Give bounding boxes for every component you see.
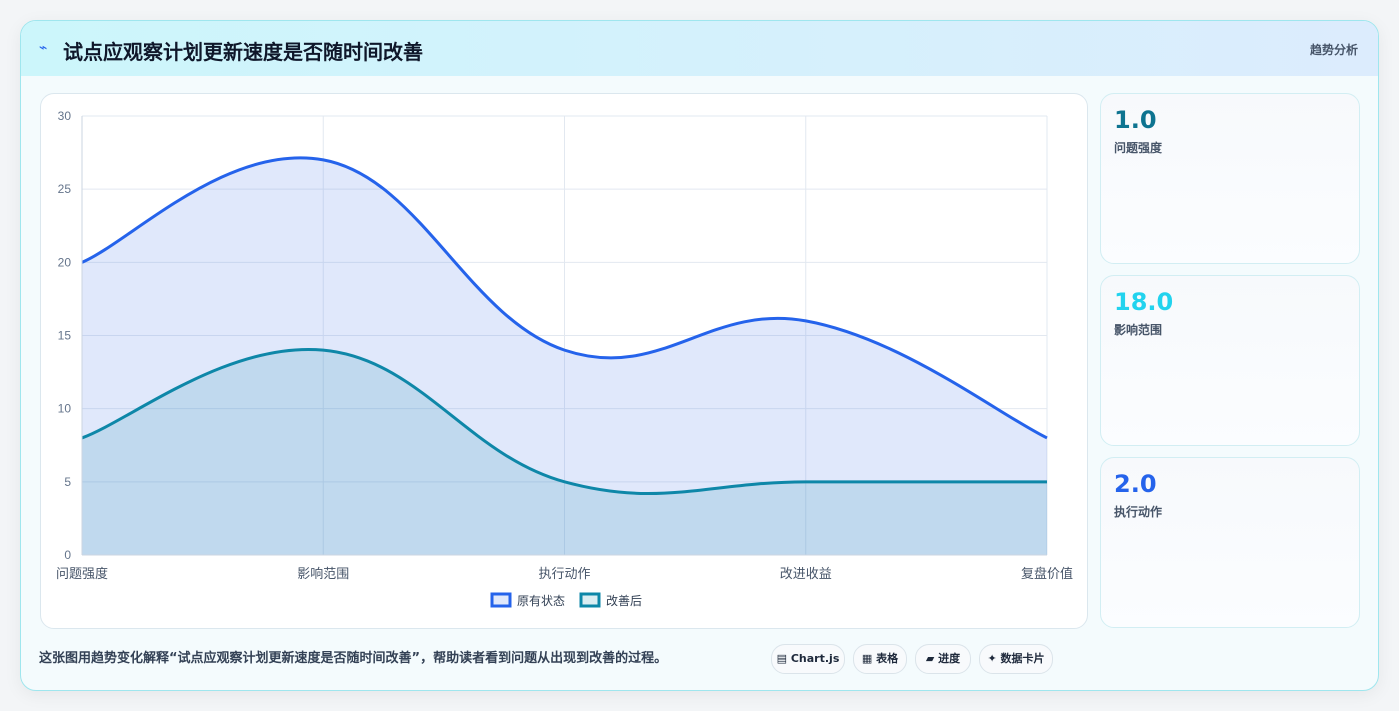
stat-card-impact: 18.0 影响范围: [1100, 275, 1360, 446]
page-title: 试点应观察计划更新速度是否随时间改善: [63, 40, 423, 64]
stat-value: 1.0: [1114, 106, 1157, 134]
legend-swatch-2: [579, 592, 601, 608]
y-tick-label: 15: [58, 329, 72, 343]
chip-label: Chart.js: [790, 652, 840, 665]
series-line-1: [81, 156, 1048, 440]
y-tick-label: 20: [58, 255, 72, 269]
legend-label: 改善后: [606, 593, 642, 608]
progress-icon: ▰: [925, 652, 935, 665]
series-line-2: [81, 347, 1047, 496]
chart-caption: 这张图用趋势变化解释“试点应观察计划更新速度是否随时间改善”，帮助读者看到问题从…: [39, 651, 668, 666]
series-area-1: [82, 157, 1047, 555]
stat-label: 影响范围: [1114, 323, 1163, 337]
x-tick-label: 问题强度: [56, 566, 108, 582]
x-tick-label: 影响范围: [297, 566, 349, 582]
stat-value: 18.0: [1114, 288, 1174, 316]
legend-label: 原有状态: [517, 594, 565, 608]
legend-swatch-1: [490, 592, 512, 608]
chip-table[interactable]: ▦ 表格: [853, 644, 907, 674]
chart-panel: 0 5 10 15 20 25 30 问题强度 影响范围 执行动作 改进收益 复盘价值原有状态 改善后: [40, 93, 1088, 629]
chip-label: 数据卡片: [1000, 652, 1045, 665]
trend-icon: ⌁: [39, 40, 48, 56]
stat-card-problem: 1.0 问题强度: [1100, 93, 1360, 264]
stat-card-action: 2.0 执行动作: [1100, 457, 1360, 628]
y-tick-label: 5: [64, 475, 71, 489]
series-area-2: [82, 349, 1047, 555]
stat-label: 问题强度: [1114, 141, 1163, 155]
card-header: ⌁ 试点应观察计划更新速度是否随时间改善 趋势分析: [21, 21, 1378, 76]
table-icon: ▦: [861, 652, 873, 665]
x-tick-label: 复盘价值: [1021, 566, 1073, 582]
y-tick-label: 30: [58, 109, 72, 123]
y-tick-label: 0: [64, 548, 71, 562]
chip-label: 表格: [876, 652, 899, 665]
chip-data-card[interactable]: ✦ 数据卡片: [979, 644, 1053, 674]
y-tick-label: 10: [58, 402, 72, 416]
y-tick-label: 25: [58, 182, 72, 196]
chip-chartjs[interactable]: ▤ Chart.js: [771, 644, 845, 674]
trend-tag: 趋势分析: [1309, 43, 1358, 57]
chip-label: 进度: [938, 652, 961, 665]
x-tick-label: 执行动作: [538, 567, 590, 582]
stat-label: 执行动作: [1114, 505, 1163, 519]
chip-progress[interactable]: ▰ 进度: [915, 644, 971, 674]
stat-value: 2.0: [1114, 470, 1157, 498]
sparkle-icon: ✦: [987, 652, 997, 665]
x-tick-label: 改进收益: [780, 567, 832, 582]
chart-icon: ▤: [776, 652, 788, 665]
chart-card: ⌁ 试点应观察计划更新速度是否随时间改善 趋势分析 0 5 10 15 20 25 30 问题…: [20, 20, 1379, 691]
